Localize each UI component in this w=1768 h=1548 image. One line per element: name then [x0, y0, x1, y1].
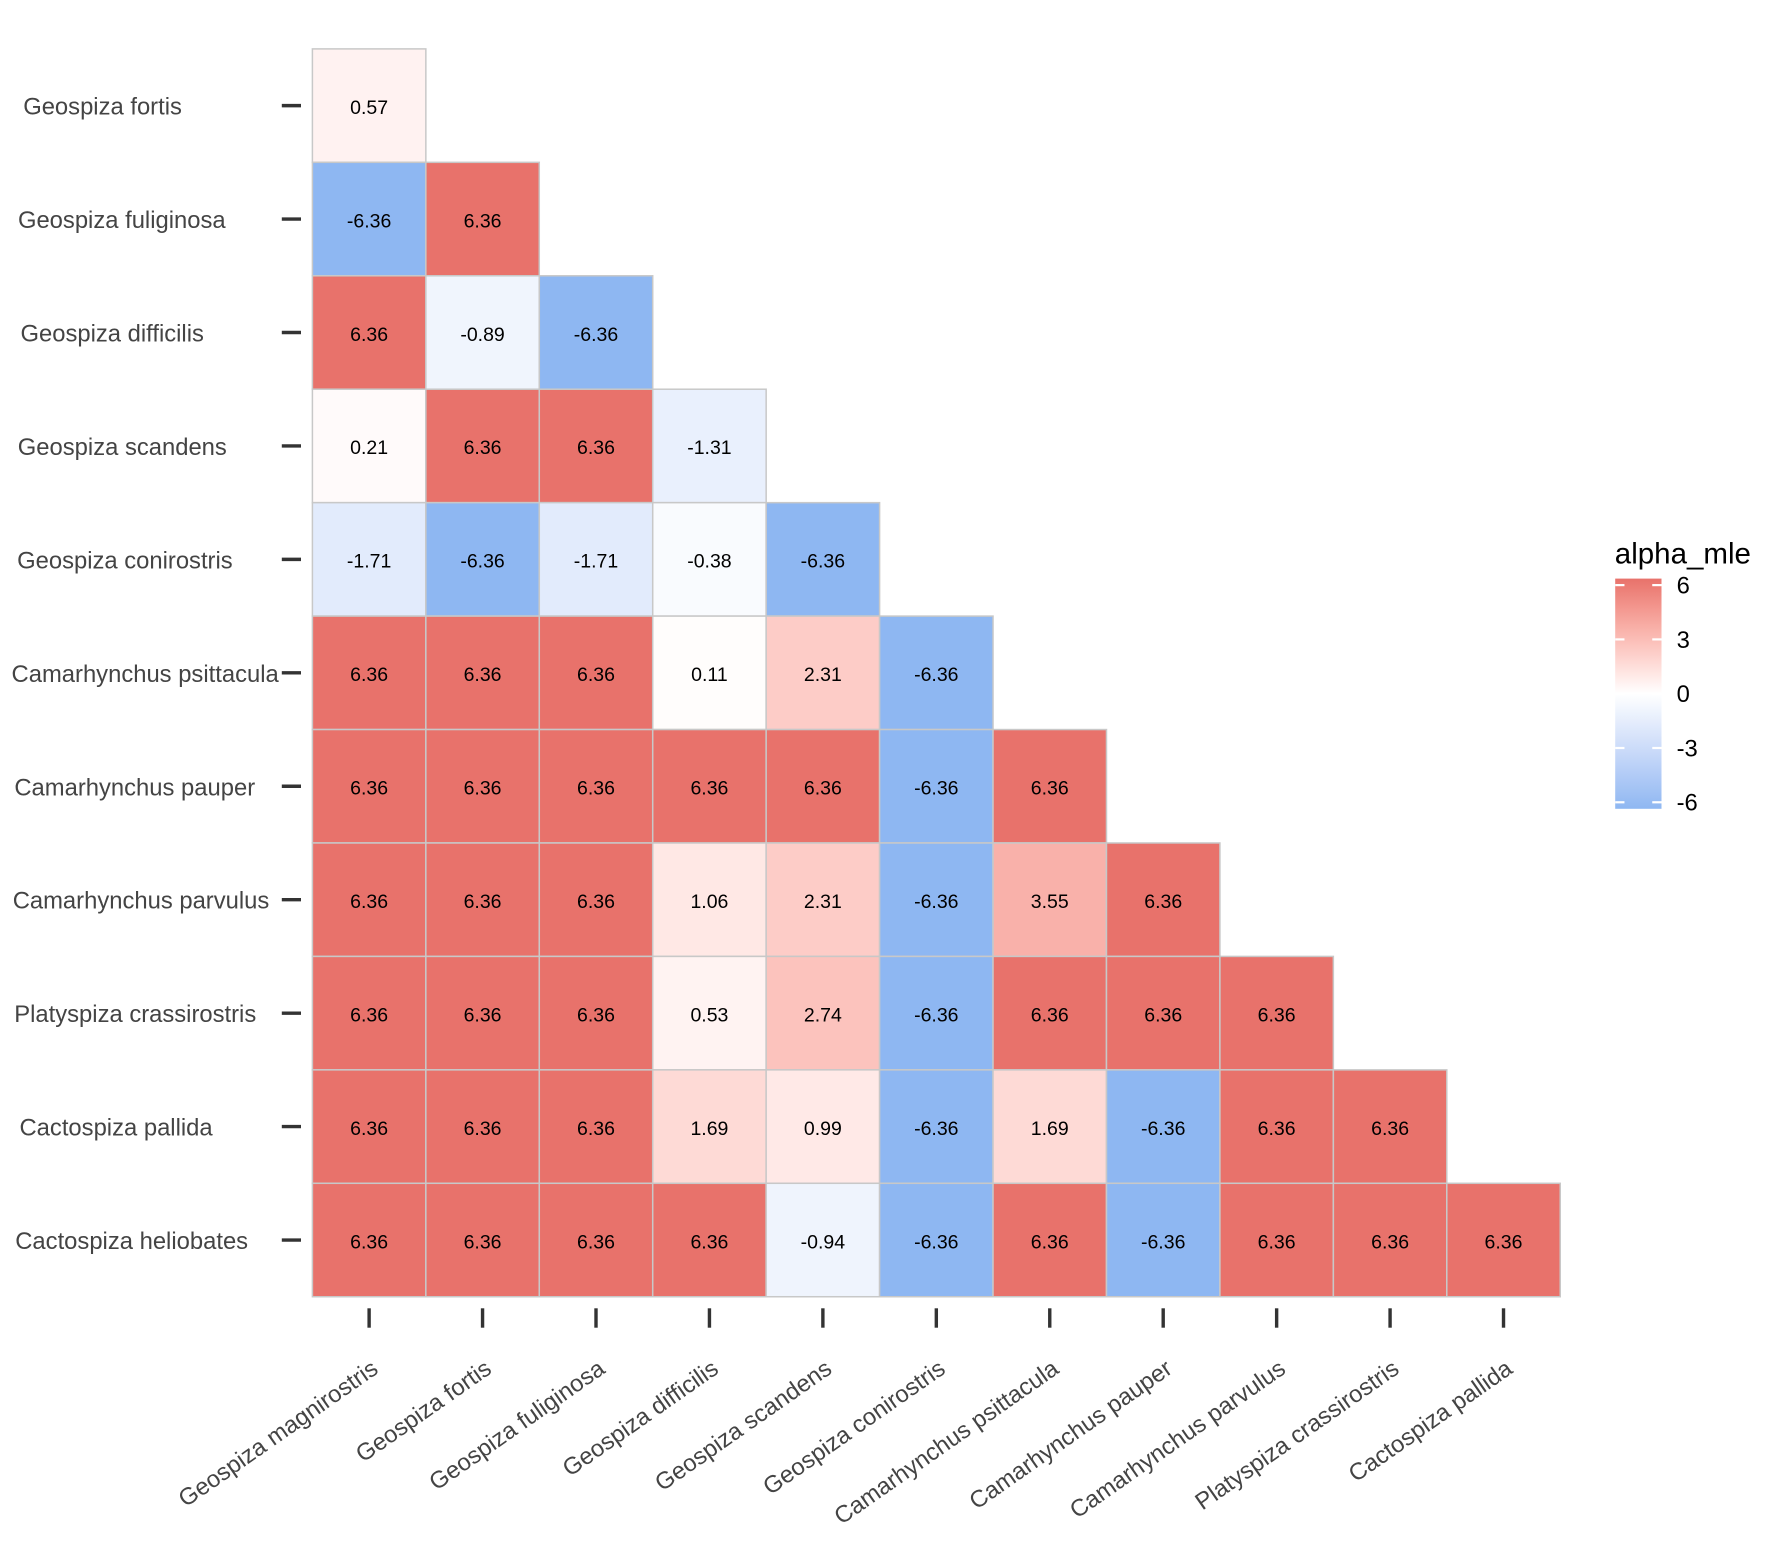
svg-text:6.36: 6.36	[577, 437, 615, 459]
svg-text:6.36: 6.36	[464, 210, 502, 232]
svg-text:-6.36: -6.36	[914, 1231, 958, 1253]
svg-text:Platyspiza crassirostris: Platyspiza crassirostris	[14, 1001, 256, 1028]
svg-text:-6.36: -6.36	[1141, 1231, 1185, 1253]
svg-text:Camarhynchus pauper: Camarhynchus pauper	[14, 774, 255, 801]
svg-text:0.57: 0.57	[350, 97, 388, 119]
svg-text:2.31: 2.31	[804, 891, 842, 913]
svg-text:6.36: 6.36	[577, 1118, 615, 1140]
svg-text:6.36: 6.36	[690, 1231, 728, 1253]
svg-text:2.31: 2.31	[804, 664, 842, 686]
svg-text:6.36: 6.36	[1258, 1231, 1296, 1253]
svg-text:Geospiza difficilis: Geospiza difficilis	[21, 321, 205, 348]
svg-text:6.36: 6.36	[577, 664, 615, 686]
svg-text:6.36: 6.36	[350, 324, 388, 346]
svg-text:3.55: 3.55	[1031, 891, 1069, 913]
svg-text:-1.71: -1.71	[347, 551, 391, 573]
svg-text:0.11: 0.11	[691, 664, 728, 686]
svg-text:6.36: 6.36	[804, 778, 842, 800]
svg-text:6.36: 6.36	[1258, 1118, 1296, 1140]
svg-text:6.36: 6.36	[464, 1118, 502, 1140]
svg-text:6.36: 6.36	[1031, 1004, 1069, 1026]
svg-text:6.36: 6.36	[577, 778, 615, 800]
svg-text:6.36: 6.36	[577, 891, 615, 913]
svg-text:6.36: 6.36	[1371, 1118, 1409, 1140]
svg-text:-3: -3	[1677, 735, 1698, 762]
svg-text:Camarhynchus psittacula: Camarhynchus psittacula	[12, 661, 280, 688]
svg-text:-6.36: -6.36	[460, 551, 504, 573]
svg-text:1.69: 1.69	[1031, 1118, 1069, 1140]
svg-text:6.36: 6.36	[1031, 778, 1069, 800]
svg-text:-1.71: -1.71	[574, 551, 618, 573]
svg-text:-6.36: -6.36	[914, 778, 958, 800]
svg-text:6.36: 6.36	[350, 1231, 388, 1253]
svg-text:6.36: 6.36	[577, 1231, 615, 1253]
svg-text:-0.94: -0.94	[801, 1231, 846, 1253]
svg-text:-0.38: -0.38	[687, 551, 731, 573]
svg-text:6.36: 6.36	[1144, 1004, 1182, 1026]
svg-text:-6.36: -6.36	[914, 1004, 958, 1026]
svg-text:6.36: 6.36	[1485, 1231, 1523, 1253]
svg-text:0.53: 0.53	[690, 1004, 728, 1026]
svg-text:2.74: 2.74	[804, 1004, 842, 1026]
svg-text:0.99: 0.99	[804, 1118, 842, 1140]
svg-text:-6.36: -6.36	[914, 664, 958, 686]
svg-text:6.36: 6.36	[464, 1231, 502, 1253]
svg-text:-6.36: -6.36	[574, 324, 618, 346]
svg-text:3: 3	[1677, 627, 1690, 654]
svg-text:6.36: 6.36	[1258, 1004, 1296, 1026]
svg-text:6.36: 6.36	[350, 891, 388, 913]
svg-text:6.36: 6.36	[464, 437, 502, 459]
svg-text:Camarhynchus parvulus: Camarhynchus parvulus	[13, 888, 270, 915]
svg-text:1.06: 1.06	[690, 891, 728, 913]
svg-text:6.36: 6.36	[464, 778, 502, 800]
svg-text:6.36: 6.36	[350, 664, 388, 686]
svg-text:Cactospiza heliobates: Cactospiza heliobates	[15, 1228, 248, 1255]
svg-text:-6: -6	[1677, 790, 1698, 817]
svg-text:6.36: 6.36	[1371, 1231, 1409, 1253]
svg-text:Geospiza conirostris: Geospiza conirostris	[17, 547, 233, 574]
svg-text:6.36: 6.36	[690, 778, 728, 800]
svg-text:6.36: 6.36	[464, 891, 502, 913]
svg-text:0: 0	[1677, 681, 1690, 708]
svg-text:-6.36: -6.36	[801, 551, 845, 573]
svg-text:alpha_mle: alpha_mle	[1615, 538, 1751, 571]
svg-text:0.21: 0.21	[350, 437, 388, 459]
svg-text:6.36: 6.36	[350, 1118, 388, 1140]
svg-text:-6.36: -6.36	[1141, 1118, 1185, 1140]
svg-text:-6.36: -6.36	[914, 1118, 958, 1140]
svg-text:6.36: 6.36	[1031, 1231, 1069, 1253]
svg-text:6.36: 6.36	[350, 778, 388, 800]
svg-text:Geospiza fuliginosa: Geospiza fuliginosa	[18, 207, 226, 234]
svg-text:Geospiza scandens: Geospiza scandens	[18, 434, 227, 461]
svg-text:-0.89: -0.89	[460, 324, 504, 346]
svg-text:Cactospiza pallida: Cactospiza pallida	[20, 1115, 214, 1142]
svg-text:Geospiza fortis: Geospiza fortis	[23, 94, 182, 121]
svg-text:6.36: 6.36	[464, 664, 502, 686]
svg-text:6.36: 6.36	[350, 1004, 388, 1026]
svg-text:6.36: 6.36	[464, 1004, 502, 1026]
svg-text:6.36: 6.36	[577, 1004, 615, 1026]
svg-text:6: 6	[1677, 573, 1690, 600]
svg-text:6.36: 6.36	[1144, 891, 1182, 913]
svg-text:1.69: 1.69	[690, 1118, 728, 1140]
svg-text:-1.31: -1.31	[687, 437, 731, 459]
svg-text:-6.36: -6.36	[347, 210, 391, 232]
svg-text:-6.36: -6.36	[914, 891, 958, 913]
